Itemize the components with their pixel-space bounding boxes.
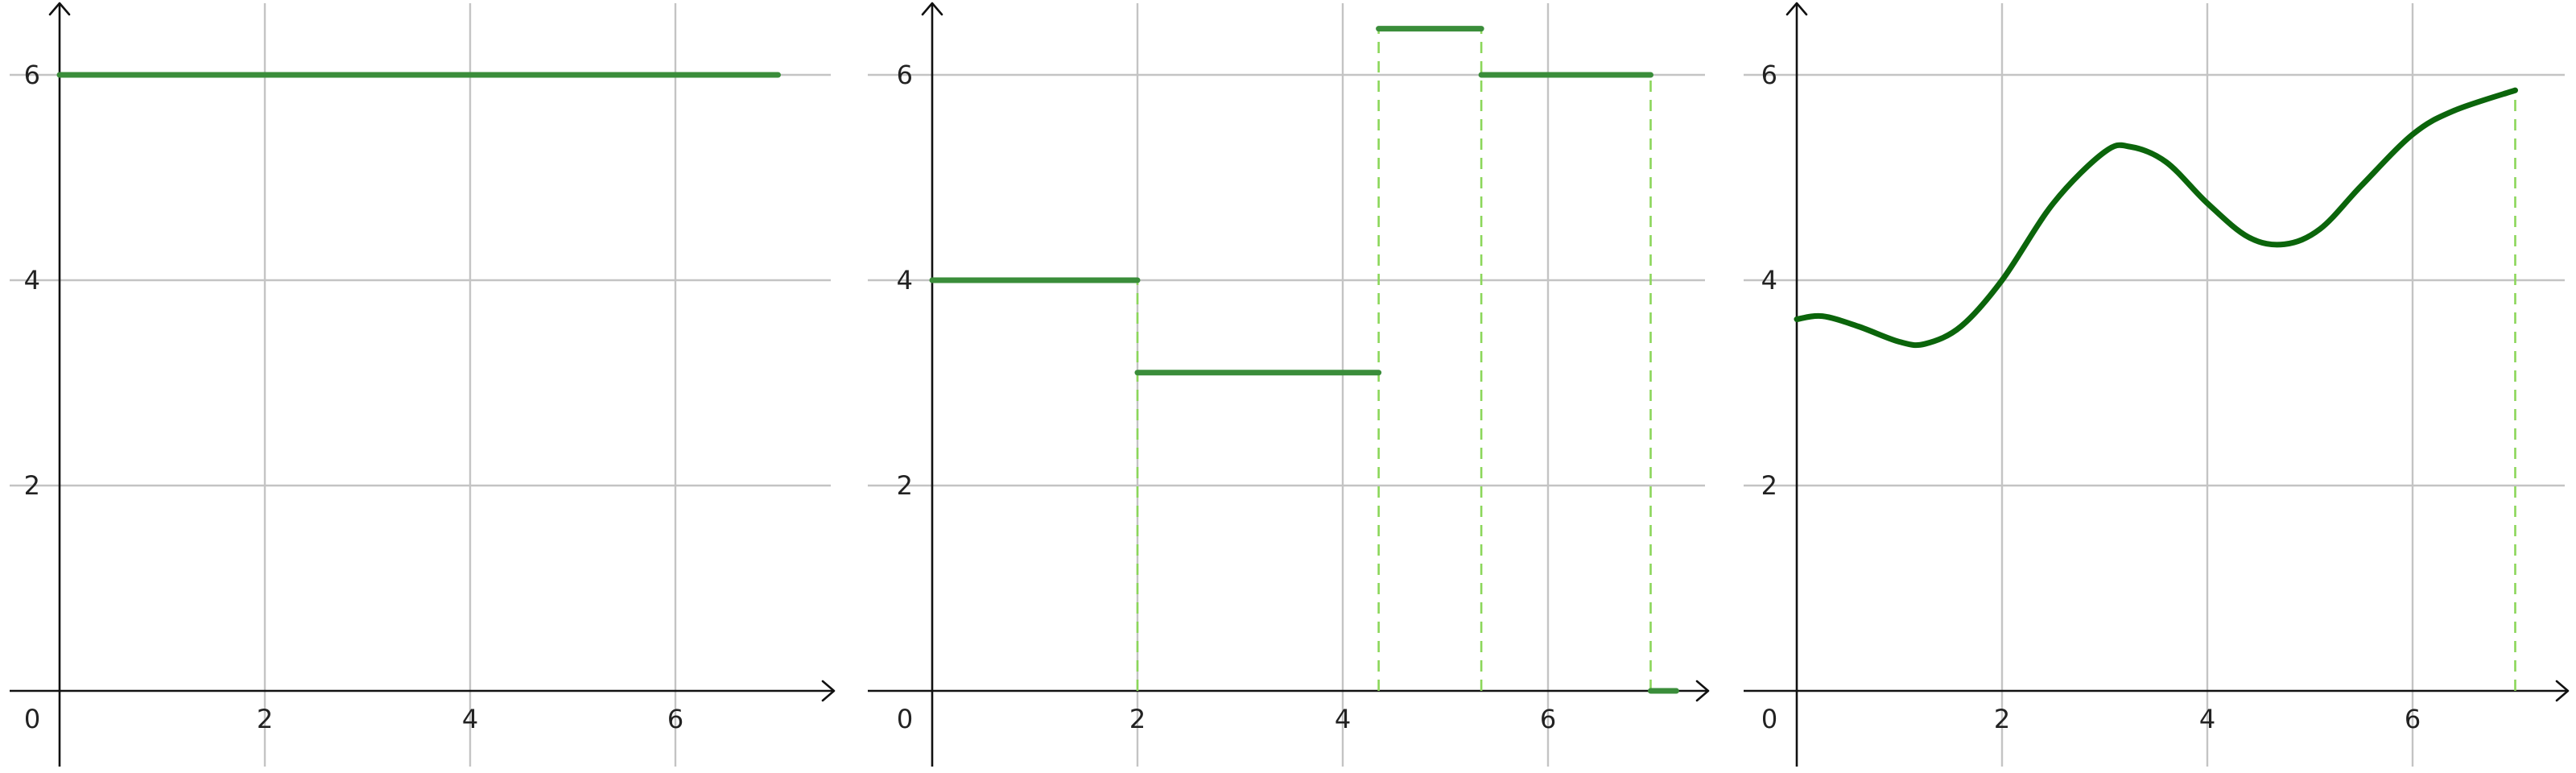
y-tick-label: 6 [1761,60,1777,90]
x-tick-label: 6 [2405,704,2421,734]
y-axis-arrow-icon [48,2,71,16]
x-axis-arrow-icon [2555,680,2570,702]
x-tick-label: 4 [1335,704,1351,734]
y-tick-label: 4 [1761,265,1777,296]
y-tick-label: 6 [897,60,913,90]
y-tick-label: 6 [24,60,40,90]
chart-panel-step: 2 4 6 2 4 6 0 [868,2,1710,767]
y-tick-label: 2 [897,470,913,501]
function-curve [1794,87,2518,349]
origin-label: 0 [897,704,913,734]
x-tick-label: 2 [1129,704,1146,734]
x-axis-arrow-icon [1695,680,1710,702]
x-tick-label: 2 [257,704,273,734]
y-tick-label: 4 [24,265,40,296]
x-tick-label: 6 [1540,704,1556,734]
x-axis-arrow-icon [821,680,836,702]
x-tick-label: 6 [667,704,683,734]
y-tick-label: 2 [24,470,40,501]
x-tick-label: 4 [462,704,478,734]
chart-panel-curve: 2 4 6 2 4 6 0 [1744,2,2570,767]
y-tick-label: 4 [897,265,913,296]
y-axis-arrow-icon [1785,2,1808,16]
x-tick-label: 4 [2199,704,2215,734]
y-tick-label: 2 [1761,470,1777,501]
origin-label: 0 [24,704,40,734]
y-axis-arrow-icon [921,2,943,16]
x-tick-label: 2 [1994,704,2010,734]
origin-label: 0 [1761,704,1777,734]
chart-panel-constant: 2 4 6 2 4 6 0 [10,2,836,767]
